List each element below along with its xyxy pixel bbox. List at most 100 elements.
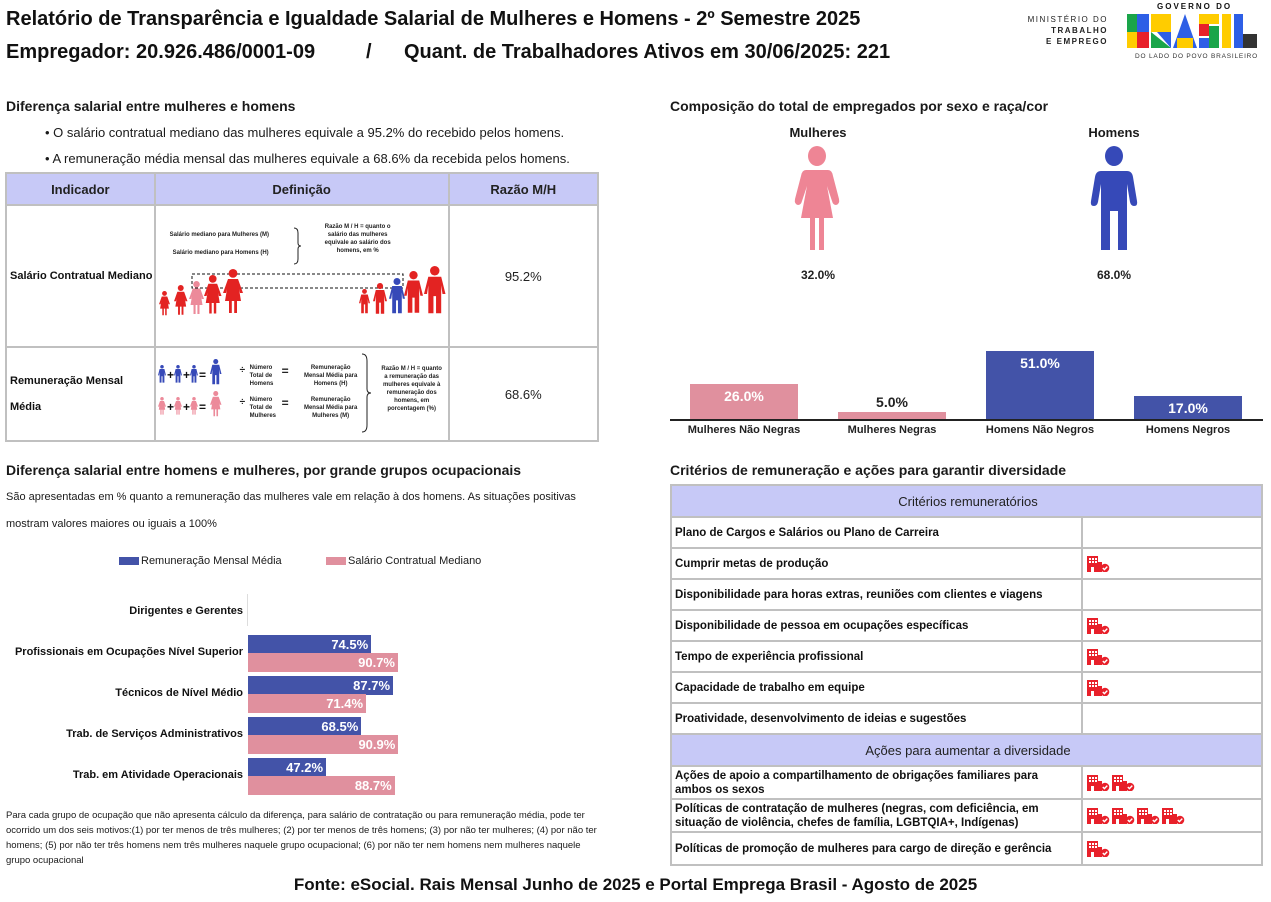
equals-sign-women: = (281, 396, 289, 410)
composition-category-label: Mulheres Não Negras (687, 424, 801, 436)
composition-bar (1134, 396, 1242, 419)
women-count-line: Mulheres (249, 413, 276, 419)
action-icons (1081, 798, 1263, 833)
action-label-line1: Ações de apoio a compartilhamento de obr… (675, 769, 1039, 782)
bullet-average-pay: • A remuneração média mensal das mulhere… (45, 151, 570, 166)
bar-average-pay: 87.7% (248, 676, 394, 695)
men-count-line: Total de (249, 373, 273, 379)
occupational-category-label: Profissionais em Ocupações Nível Superio… (14, 646, 243, 658)
man-figure-icon (209, 359, 222, 385)
composition-category-label: Homens Negros (1145, 424, 1231, 436)
action-label-line2: ambos os sexos (675, 783, 765, 796)
plus-sign: + (167, 400, 174, 414)
indicator-table: Indicador Definição Razão M/H Salário Co… (5, 172, 600, 442)
men-result-line: Remuneração (310, 365, 351, 371)
legend-item-median-salary: Salário Contratual Mediano (326, 555, 481, 567)
criteria-icons (1081, 640, 1263, 673)
composition-bar-value: 5.0% (876, 394, 908, 411)
bar-average-pay: 74.5% (248, 635, 372, 654)
women-result-line: Mensal Média para (303, 405, 358, 411)
action-row: Ações de apoio a compartilhamento de obr… (670, 765, 1263, 800)
table-row-median-salary: Salário Contratual Mediano Salário media… (5, 204, 600, 348)
men-count-label: Número Total de Homens (250, 364, 274, 388)
criteria-label: Disponibilidade para horas extras, reuni… (670, 578, 1083, 611)
ratio-median-salary: 95.2% (447, 204, 600, 348)
axis-line (247, 594, 248, 626)
company-check-icon (1162, 807, 1185, 824)
occupational-category-label: Trab. em Atividade Operacionais (72, 769, 243, 781)
man-icon (1090, 146, 1138, 250)
bar-average-pay: 47.2% (248, 758, 327, 777)
criteria-row: Capacidade de trabalho em equipe (670, 671, 1263, 704)
salary-diff-title: Diferença salarial entre mulheres e home… (6, 98, 296, 114)
ratio-average-pay: 68.6% (447, 346, 600, 442)
legend-swatch-blue (119, 557, 139, 565)
average-people-illustration: + + = + + = (157, 359, 222, 417)
criteria-icons (1081, 547, 1263, 580)
gov-logo-tagline: DO LADO DO POVO BRASILEIRO (1135, 53, 1259, 60)
action-label: Ações de apoio a compartilhamento de obr… (670, 765, 1083, 800)
active-workers: Quant. de Trabalhadores Ativos em 30/06/… (404, 41, 891, 63)
median-note-line: equivale ao salário dos (324, 240, 391, 246)
occupational-category-label: Dirigentes e Gerentes (129, 605, 243, 617)
action-label: Políticas de contratação de mulheres (ne… (670, 798, 1083, 833)
equals-sign: = (199, 400, 206, 414)
bar-average-pay: 68.5% (248, 717, 362, 736)
definition-median-salary: Salário mediano para Mulheres (M) Salári… (153, 204, 450, 348)
median-men-label: Salário mediano para Homens (H) (172, 250, 269, 256)
col-definicao: Definição (153, 172, 450, 206)
average-ratio-note: Razão M / H = quanto a remuneração das m… (376, 365, 448, 413)
action-icons (1081, 831, 1263, 866)
woman-figure-icon (157, 397, 166, 415)
bar-median-salary: 88.7% (248, 776, 395, 795)
women-count-line: Número (249, 397, 273, 403)
brace-icon (293, 227, 301, 265)
action-icons (1081, 765, 1263, 800)
occupational-footnote: Para cada grupo de ocupação que não apre… (6, 810, 597, 866)
company-check-icon (1087, 555, 1110, 572)
man-figure-icon (388, 278, 405, 314)
criteria-icons (1081, 609, 1263, 642)
equals-sign-men: = (281, 364, 289, 378)
criteria-icons (1081, 702, 1263, 735)
criteria-row: Cumprir metas de produção (670, 547, 1263, 580)
occupational-bar-chart: Dirigentes e Gerentes Profissionais em Oc… (0, 590, 610, 800)
women-result-line: Remuneração (310, 397, 351, 403)
composition-title: Composição do total de empregados por se… (670, 98, 1049, 114)
bar-median-salary: 90.7% (248, 653, 398, 672)
woman-figure-icon (188, 281, 204, 314)
legend-label: Remuneração Mensal Média (141, 555, 282, 567)
criteria-row: Disponibilidade de pessoa em ocupações e… (670, 609, 1263, 642)
men-result-label: Remuneração Mensal Média para Homens (H) (298, 364, 364, 388)
woman-icon (794, 146, 840, 250)
plus-sign: + (183, 368, 190, 382)
men-label: Homens (1088, 125, 1140, 140)
composition-category-label: Homens Não Negros (985, 424, 1095, 436)
women-result-line: Mulheres (M) (312, 413, 350, 419)
median-note-line: homens, em % (336, 248, 379, 254)
actions-header-row: Ações para aumentar a diversidade (670, 733, 1263, 767)
man-figure-icon (157, 365, 166, 383)
woman-figure-icon (222, 269, 243, 313)
men-count-line: Homens (249, 381, 274, 387)
average-diagram: + + = + + = ÷ Número Total de Homens = Remune… (156, 349, 448, 439)
woman-figure-icon (173, 285, 188, 315)
woman-figure-icon (173, 397, 182, 415)
criteria-header: Critérios remuneratórios (670, 484, 1263, 518)
header-separator: / (366, 41, 372, 63)
average-note-line: Razão M / H = quanto (381, 366, 442, 372)
company-check-icon (1087, 679, 1110, 696)
median-dashed-box (191, 273, 404, 289)
indicator-median-salary: Salário Contratual Mediano (5, 204, 156, 348)
plus-sign: + (167, 368, 174, 382)
criteria-label: Tempo de experiência profissional (670, 640, 1083, 673)
indicator-average-pay-line1: Remuneração Mensal (10, 375, 124, 387)
ministry-logo: MINISTÉRIO DO TRABALHO E EMPREGO (1010, 14, 1108, 47)
composition-bar-value: 26.0% (724, 388, 764, 405)
company-check-icon (1112, 807, 1135, 824)
legend-swatch-pink (326, 557, 346, 565)
composition-bar-value: 51.0% (1020, 355, 1060, 371)
definition-average-pay: + + = + + = ÷ Número Total de Homens = Remune… (153, 346, 450, 442)
women-count-line: Total de (249, 405, 273, 411)
criteria-label: Proatividade, desenvolvimento de ideias … (670, 702, 1083, 735)
